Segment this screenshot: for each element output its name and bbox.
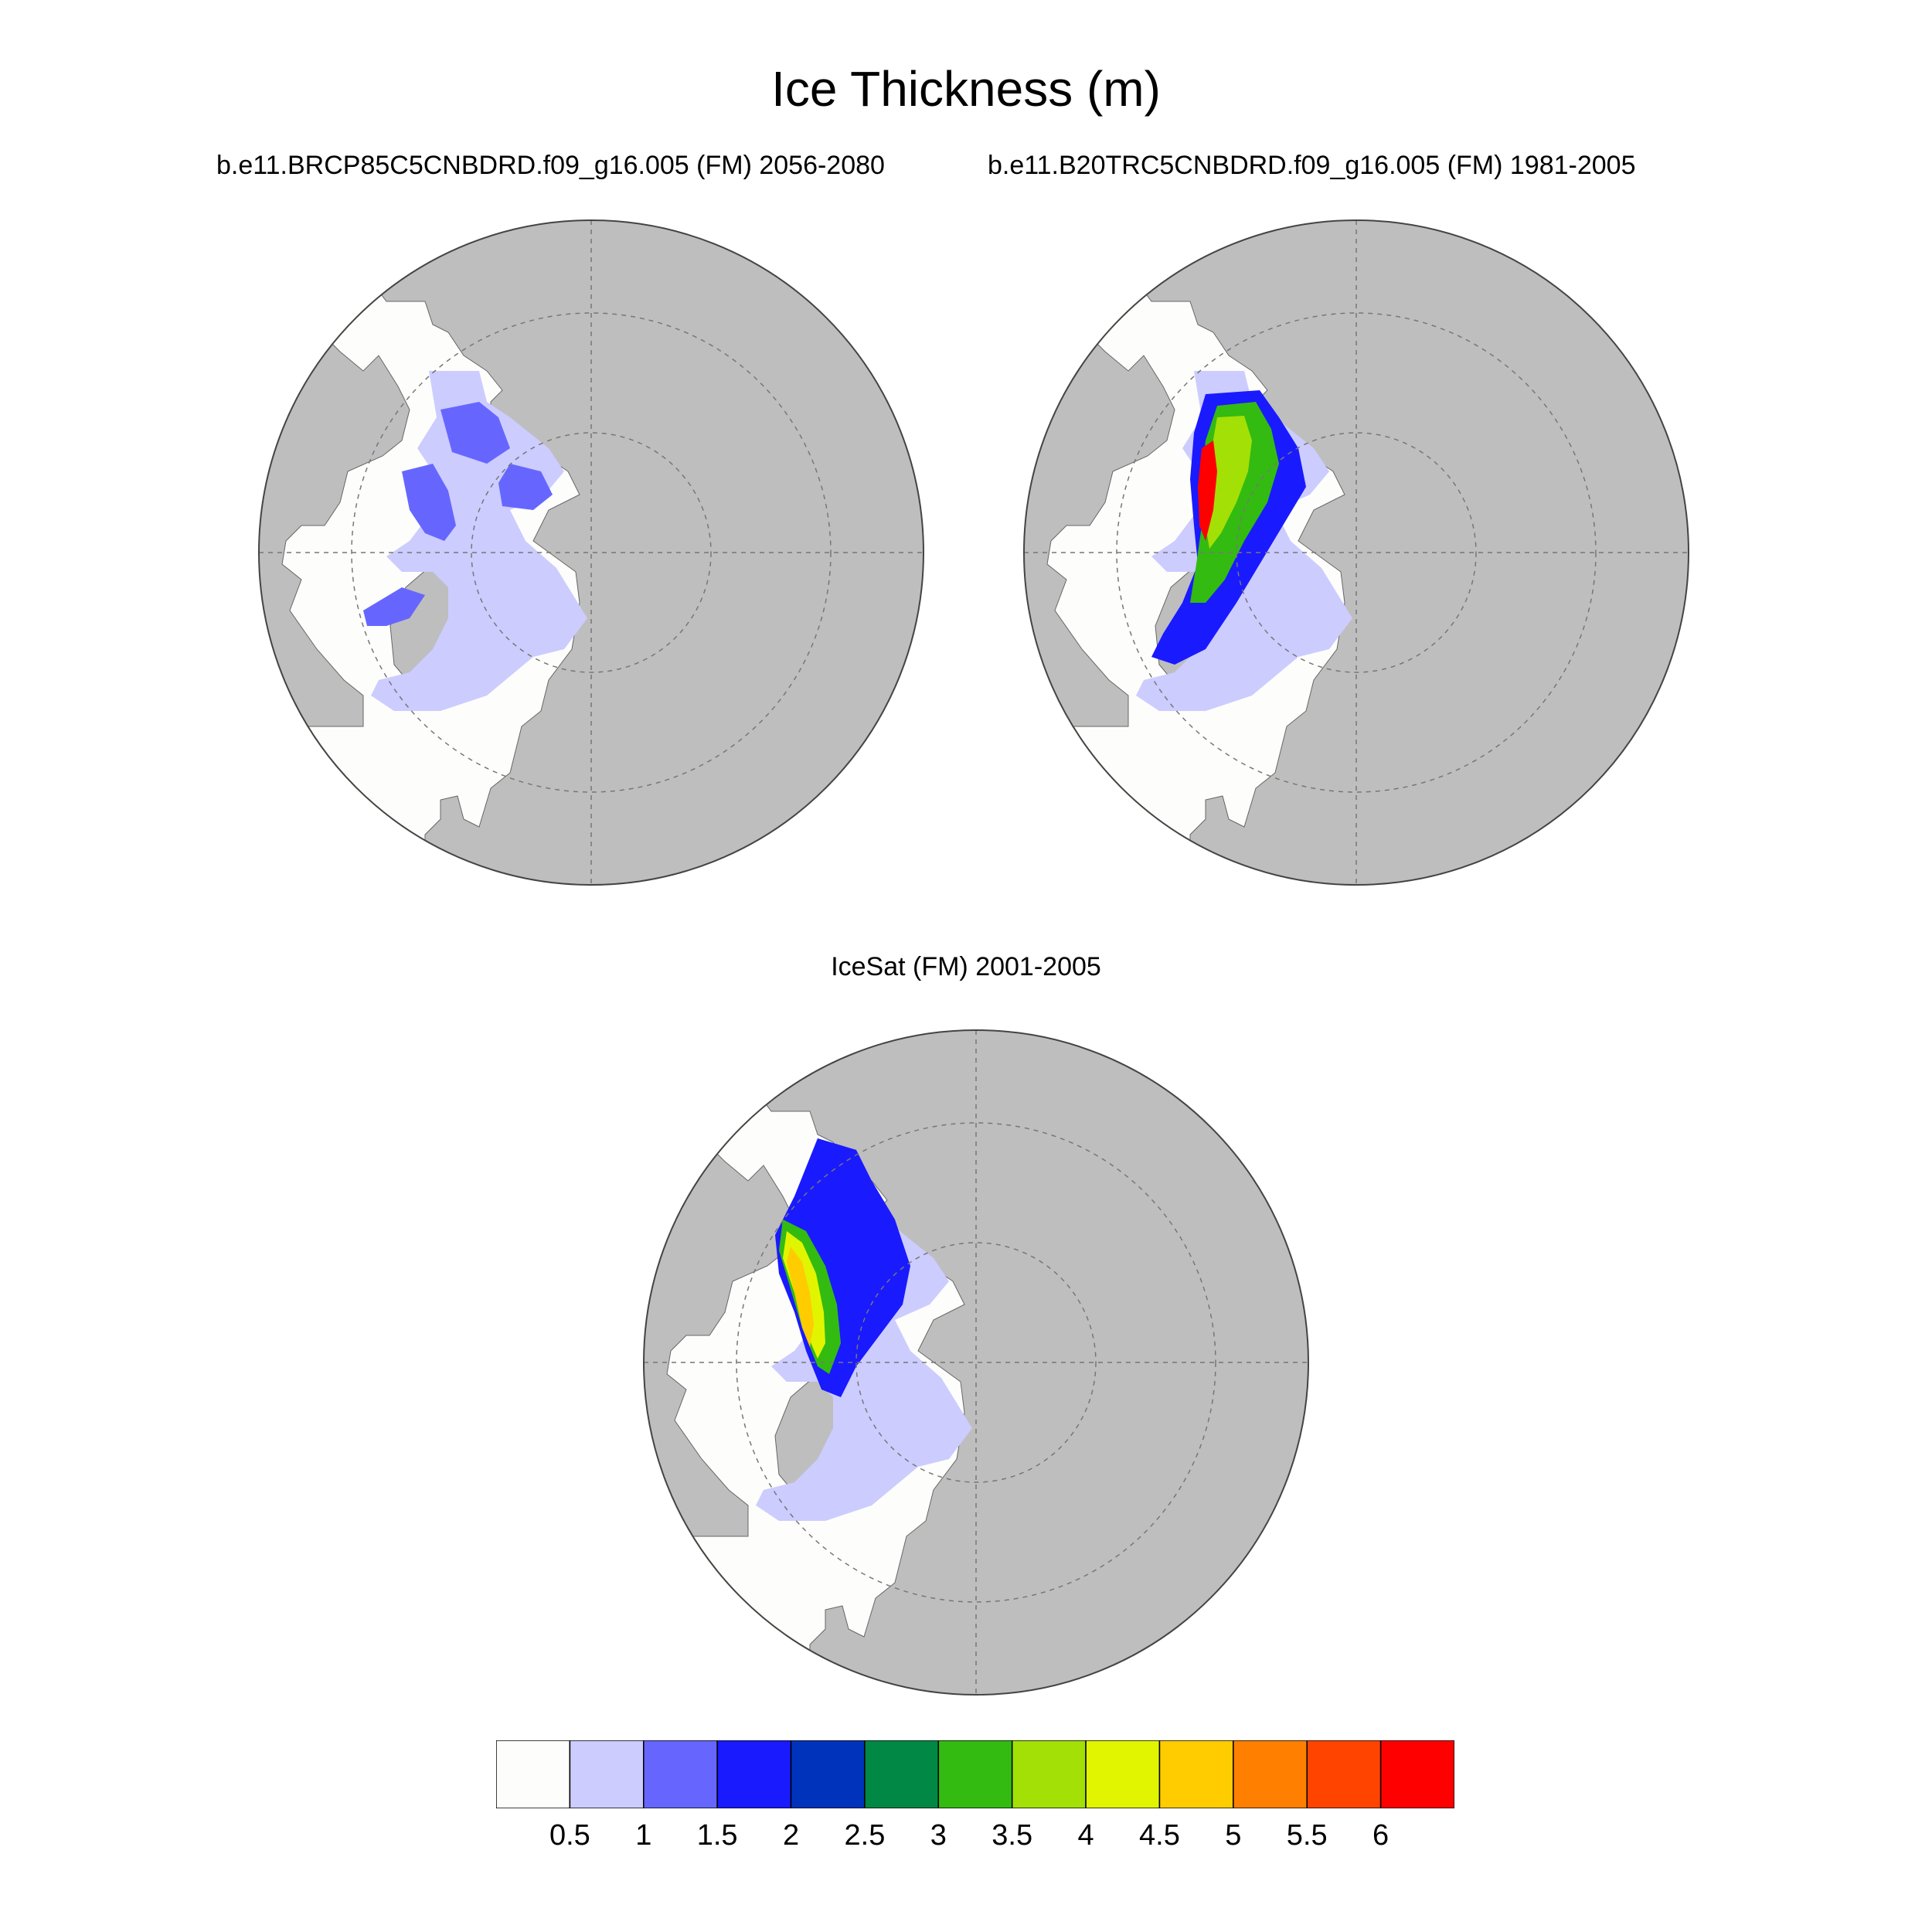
colorbar-swatch	[790, 1740, 866, 1808]
colorbar-swatch	[937, 1740, 1013, 1808]
colorbar-tick-label: 0.5	[549, 1819, 590, 1852]
colorbar-tick-label: 6	[1372, 1819, 1389, 1852]
colorbar-swatch	[716, 1740, 792, 1808]
polar-map-icesat	[643, 1029, 1309, 1696]
colorbar-swatch	[569, 1740, 645, 1808]
colorbar-tick-label: 4.5	[1139, 1819, 1180, 1852]
colorbar-tick-label: 5.5	[1286, 1819, 1328, 1852]
colorbar-tick-label: 5	[1225, 1819, 1242, 1852]
colorbar-swatch	[643, 1740, 718, 1808]
ice-orange	[787, 1247, 814, 1347]
panel-title-icesat: IceSat (FM) 2001-2005	[831, 952, 1101, 981]
colorbar-swatch	[1158, 1740, 1234, 1808]
colorbar-swatch	[1306, 1740, 1382, 1808]
colorbar	[496, 1740, 1454, 1808]
ice-yellow-green	[1206, 416, 1252, 549]
colorbar-tick-label: 4	[1077, 1819, 1094, 1852]
ice-thin	[371, 371, 587, 711]
colorbar-tick-label: 2	[782, 1819, 800, 1852]
colorbar-tick-label: 1	[635, 1819, 652, 1852]
colorbar-tick-label: 1.5	[696, 1819, 738, 1852]
colorbar-swatch	[1379, 1740, 1454, 1808]
colorbar-tick-label: 3.5	[992, 1819, 1033, 1852]
ice-medium	[363, 402, 553, 626]
colorbar-swatch	[864, 1740, 940, 1808]
panel-title-b20tr: b.e11.B20TRC5CNBDRD.f09_g16.005 (FM) 198…	[988, 151, 1636, 180]
ice-red	[1198, 440, 1217, 541]
colorbar-swatch	[1011, 1740, 1087, 1808]
polar-map-rcp85	[258, 219, 924, 886]
colorbar-swatch	[1085, 1740, 1161, 1808]
figure-title: Ice Thickness (m)	[771, 61, 1161, 117]
colorbar-swatch	[496, 1740, 571, 1808]
colorbar-tick-label: 2.5	[844, 1819, 886, 1852]
colorbar-tick-label: 3	[930, 1819, 947, 1852]
colorbar-swatch	[1233, 1740, 1308, 1808]
panel-title-rcp85: b.e11.BRCP85C5CNBDRD.f09_g16.005 (FM) 20…	[216, 151, 885, 180]
polar-map-b20tr	[1023, 219, 1689, 886]
